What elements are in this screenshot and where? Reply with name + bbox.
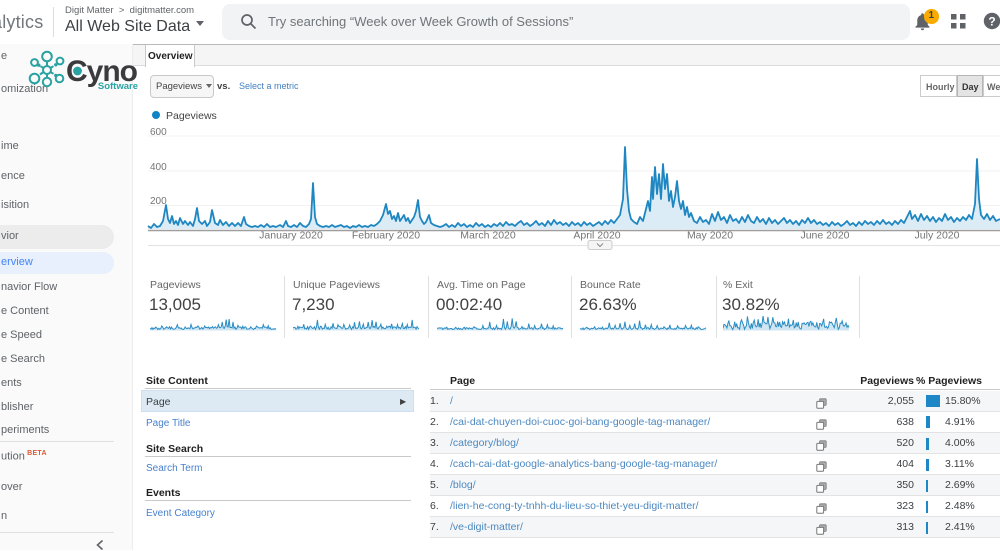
svg-text:January 2020: January 2020	[259, 230, 323, 242]
svg-text:?: ?	[988, 14, 995, 28]
svg-text:May 2020: May 2020	[687, 230, 733, 242]
svg-text:February 2020: February 2020	[352, 230, 420, 242]
svg-text:600: 600	[150, 127, 167, 138]
svg-text:200: 200	[150, 196, 167, 207]
svg-text:March 2020: March 2020	[460, 230, 516, 242]
svg-text:April 2020: April 2020	[573, 230, 620, 242]
svg-text:July 2020: July 2020	[915, 230, 960, 242]
svg-text:400: 400	[150, 162, 167, 173]
svg-text:Software: Software	[98, 81, 138, 92]
svg-text:June 2020: June 2020	[800, 230, 849, 242]
